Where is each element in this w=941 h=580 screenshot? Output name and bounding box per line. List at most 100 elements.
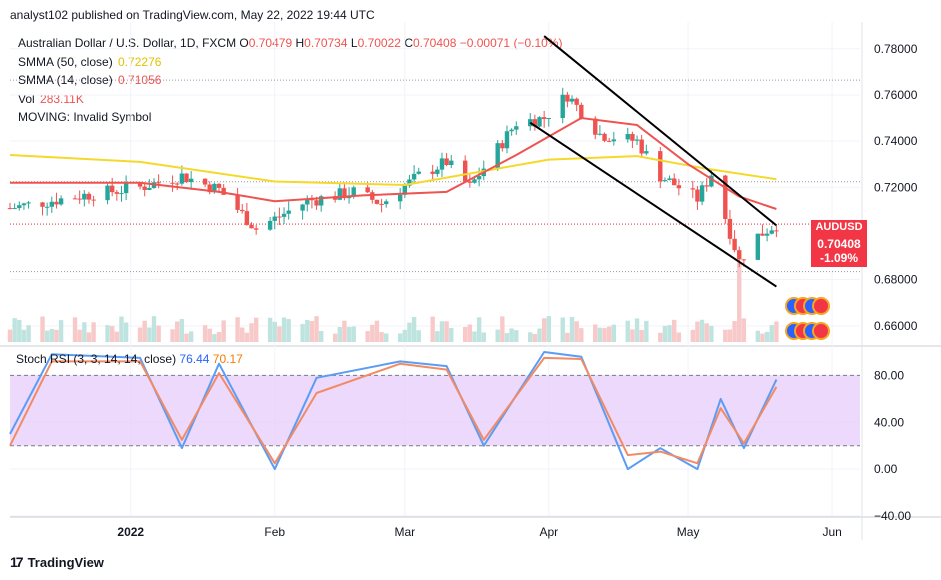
volume-bar — [12, 318, 17, 342]
volume-bar — [188, 331, 194, 342]
volume-bar — [764, 331, 770, 342]
volume-bar — [109, 326, 115, 342]
moving-row[interactable]: MOVING: Invalid Symbol — [18, 108, 562, 127]
volume-bar — [319, 330, 324, 342]
dotted-levels — [10, 79, 860, 447]
trend-channel-lower — [529, 121, 777, 288]
ticker-label: AUDUSD — [811, 220, 867, 236]
candle-body — [769, 230, 774, 234]
volume-bar — [175, 321, 180, 342]
volume-bar — [370, 324, 375, 342]
candle-body — [156, 182, 161, 184]
candle-body — [175, 183, 180, 185]
chart-legend: Australian Dollar / U.S. Dollar, 1D, FXC… — [18, 34, 562, 127]
candle-body — [26, 202, 31, 204]
candle-body — [514, 126, 519, 130]
moving-label: MOVING: Invalid Symbol — [18, 110, 152, 124]
ohlc-open: 0.70479 — [248, 36, 293, 50]
volume-bar — [541, 318, 547, 342]
volume-bar — [462, 326, 468, 342]
volume-bar — [574, 321, 579, 342]
time-tick-label: Jun — [822, 525, 841, 539]
volume-bar — [91, 322, 96, 342]
volume-bar — [727, 329, 733, 342]
time-tick-label: 2022 — [117, 525, 144, 539]
footer[interactable]: 17 TradingView — [10, 554, 104, 570]
event-flag-icon — [812, 322, 830, 340]
stoch-line-d — [9, 356, 778, 465]
volume-bar — [593, 324, 598, 342]
volume-bar — [476, 317, 482, 342]
candle-body — [672, 178, 677, 186]
candle-body — [634, 139, 640, 141]
volume-bar — [658, 332, 663, 342]
volume-bar — [240, 327, 245, 342]
volume-bar — [676, 332, 682, 342]
volume-bar — [249, 323, 254, 342]
candle-body — [500, 143, 505, 149]
volume-bar — [77, 329, 82, 342]
candle-body — [579, 104, 584, 119]
candle-body — [123, 183, 129, 194]
volume-bar — [737, 262, 742, 342]
candle-body — [416, 171, 421, 174]
candle-body — [704, 185, 709, 187]
volume-bar — [644, 320, 649, 342]
candle-body — [342, 188, 347, 199]
volume-bar — [72, 317, 78, 342]
stoch-tick-label: 0.00 — [874, 462, 898, 476]
volume-bar — [212, 333, 217, 342]
volume-bar — [49, 328, 55, 342]
volume-bar — [690, 329, 695, 342]
time-tick-label: Apr — [539, 525, 558, 539]
volume-bar — [528, 332, 533, 342]
volume-bar — [137, 327, 143, 342]
candle-body — [774, 230, 779, 232]
volume-bar — [374, 320, 380, 342]
symbol-row[interactable]: Australian Dollar / U.S. Dollar, 1D, FXC… — [18, 34, 562, 53]
candle-body — [109, 185, 115, 193]
ohlc-close: 0.70408 — [412, 36, 457, 50]
candle-body — [319, 196, 324, 206]
chart-grid — [0, 22, 941, 540]
volume-bar — [235, 317, 240, 342]
candle-body — [741, 259, 747, 261]
price-tag-price: 0.70408 — [817, 237, 861, 252]
candle-body — [137, 183, 143, 187]
candle-body — [574, 98, 579, 105]
moving-averages — [9, 116, 777, 210]
candle-body — [221, 187, 226, 195]
candle-body — [12, 208, 17, 210]
price-tick-label: 0.78000 — [874, 42, 918, 56]
candle-body — [639, 139, 644, 154]
volume-bar — [82, 322, 87, 342]
volume-bar — [342, 320, 347, 342]
candle-body — [17, 205, 22, 209]
candle-body — [727, 218, 733, 239]
volume-bar — [634, 318, 640, 342]
volume-bar — [147, 327, 152, 342]
volume-bars — [7, 262, 779, 342]
volume-bar — [467, 324, 473, 342]
candle-body — [472, 179, 477, 183]
candle-body — [737, 250, 742, 260]
volume-bar — [44, 330, 50, 342]
candle-body — [560, 94, 565, 119]
candle-body — [119, 193, 124, 195]
volume-bar — [602, 328, 607, 342]
volume-bar — [281, 317, 287, 342]
ohlc-close-label: C — [404, 36, 413, 50]
sma50-row[interactable]: SMMA (50, close) 0.72276 — [18, 53, 562, 72]
candle-body — [541, 117, 547, 119]
stoch-d-value: 70.17 — [212, 352, 243, 366]
volume-bar — [741, 318, 747, 342]
candle-body — [732, 238, 737, 251]
ma-line-smma-14 — [10, 116, 777, 210]
trend-channel — [529, 35, 778, 288]
volume-bar — [379, 332, 384, 342]
candle-body — [305, 199, 310, 205]
stoch-legend[interactable]: Stoch RSI (3, 3, 14, 14, close) 76.44 70… — [16, 352, 243, 366]
volume-bar — [537, 328, 542, 342]
candle-body — [281, 213, 287, 217]
